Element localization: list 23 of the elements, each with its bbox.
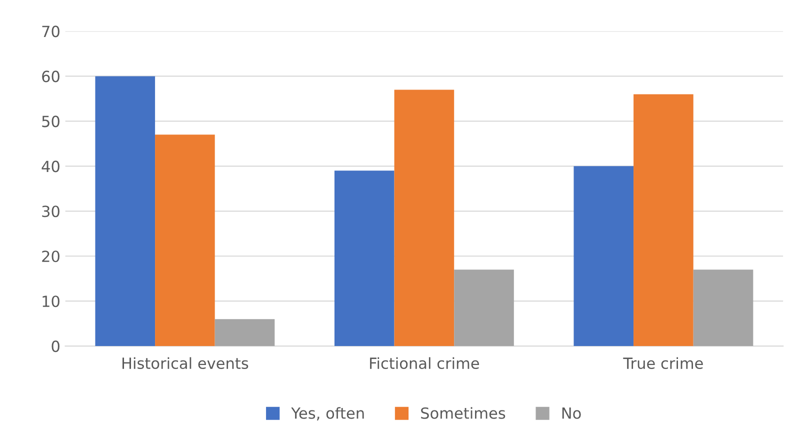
x-tick-label: Fictional crime: [370, 357, 480, 370]
y-tick-label: 50: [42, 116, 60, 128]
y-tick-label: 30: [42, 206, 60, 218]
bar: [693, 270, 754, 346]
bar: [95, 76, 156, 346]
bar: [634, 94, 694, 346]
y-tick-label: 20: [42, 250, 60, 262]
bar: [454, 270, 514, 346]
bar: [155, 134, 215, 346]
x-tick-label: True crime: [623, 357, 703, 370]
bar: [214, 319, 275, 346]
y-tick-label: 40: [42, 160, 60, 172]
legend-label: Sometimes: [421, 407, 506, 419]
bar: [334, 170, 394, 346]
y-tick-label: 60: [42, 70, 60, 82]
legend-label: Yes, often: [291, 407, 364, 420]
bar: [394, 90, 454, 346]
y-tick-label: 10: [42, 296, 60, 308]
y-tick-label: 70: [42, 26, 60, 38]
bar: [574, 166, 634, 346]
x-tick-label: Historical events: [122, 357, 248, 370]
legend-label: No: [562, 408, 581, 419]
y-tick-label: 0: [52, 340, 60, 352]
